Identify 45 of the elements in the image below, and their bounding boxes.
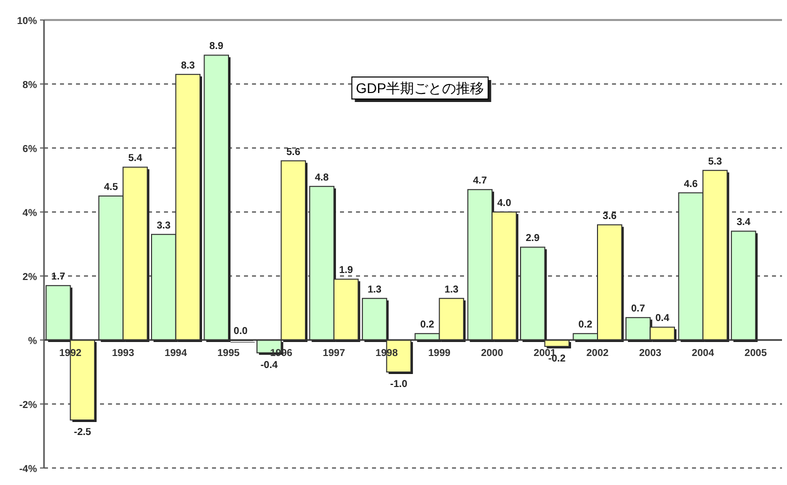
x-tick-label: 1995 [217, 348, 240, 359]
data-label: 5.3 [708, 156, 722, 168]
data-label: 4.0 [497, 198, 512, 209]
data-label: 5.6 [286, 146, 301, 158]
y-tick-label: 4% [22, 208, 38, 219]
data-label: 2.9 [526, 233, 540, 244]
data-label: 8.3 [180, 60, 196, 72]
x-tick-label: 1997 [322, 348, 346, 359]
x-tick-label: 2000 [480, 348, 504, 359]
data-label: -0.4 [260, 360, 278, 371]
x-tick-label: 2003 [639, 348, 662, 359]
y-tick-label: -4% [19, 464, 38, 475]
data-label: 0.7 [631, 304, 646, 315]
x-tick-label: 2004 [692, 348, 714, 359]
y-tick-label: 6% [22, 144, 38, 155]
data-label: 3.3 [156, 220, 172, 232]
data-label: 0.0 [234, 326, 248, 337]
data-label: 4.6 [684, 178, 698, 190]
title: GDP半期ごとの推移 [351, 76, 492, 102]
x-tick-label: 1999 [428, 348, 451, 359]
data-label: 0.4 [655, 313, 670, 324]
y-tick-label: 10% [16, 16, 38, 27]
data-label: -2.5 [74, 427, 92, 438]
data-label: 4.7 [472, 176, 488, 187]
data-label: 5.4 [128, 153, 143, 164]
data-label: 1.3 [444, 284, 459, 296]
data-label: 4.5 [104, 182, 118, 193]
data-label: -1.0 [390, 379, 408, 390]
y-tick-label: -2% [19, 400, 38, 411]
data-label: 1.3 [368, 284, 382, 296]
y-tick-label: % [28, 336, 38, 347]
x-tick-label: 1994 [164, 348, 188, 359]
data-label: 1.9 [339, 265, 354, 276]
data-label: 0.2 [578, 320, 593, 331]
y-tick-label: 8% [22, 80, 38, 91]
x-tick-label: 2005 [744, 348, 768, 359]
data-label: 3.6 [602, 210, 618, 222]
y-tick-label: 2% [22, 272, 38, 283]
x-tick-label: 2002 [586, 348, 610, 359]
x-tick-label: 1993 [112, 348, 135, 359]
data-label: 4.8 [314, 172, 330, 184]
data-label: 1.7 [51, 272, 66, 283]
data-label: 0.2 [420, 320, 435, 331]
data-label: 3.4 [736, 217, 751, 228]
data-label: 8.9 [209, 41, 224, 52]
